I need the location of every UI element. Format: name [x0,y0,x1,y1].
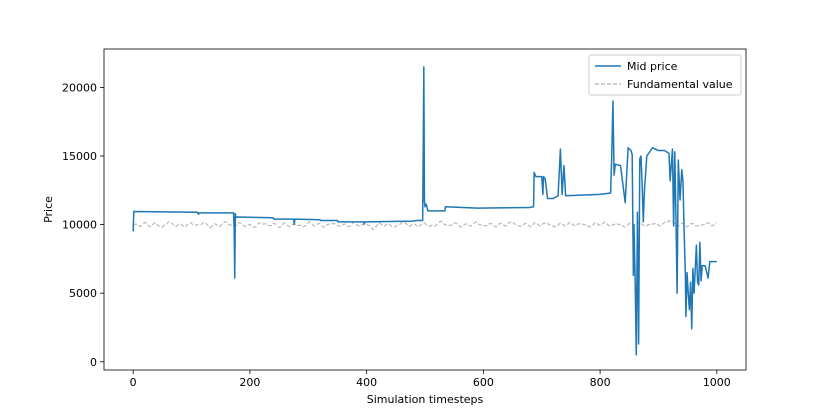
x-tick-label: 1000 [703,376,731,389]
x-tick-label: 200 [239,376,260,389]
y-tick-label: 5000 [69,287,97,300]
series-line-mid-price [132,66,717,356]
x-tick-label: 400 [356,376,377,389]
x-axis: 0 200 400 600 800 1000 [130,370,731,389]
legend-label-mid-price: Mid price [627,60,678,73]
legend-label-fundamental-value: Fundamental value [627,78,733,91]
series-layer [132,66,718,356]
plot-area [103,48,747,371]
y-axis: 0 5000 10000 15000 20000 [62,81,104,369]
y-tick-label: 10000 [62,219,97,232]
y-axis-label: Price [42,196,55,223]
y-tick-label: 20000 [62,81,97,94]
axes-frame [103,48,747,371]
series-line-fundamental-value [133,219,718,231]
x-axis-label: Simulation timesteps [367,393,484,406]
y-tick-label: 0 [90,356,97,369]
x-tick-label: 800 [590,376,611,389]
x-tick-label: 600 [473,376,494,389]
y-tick-label: 15000 [62,150,97,163]
x-tick-label: 0 [130,376,137,389]
legend-box [588,54,742,96]
legend: Mid price Fundamental value [588,54,742,96]
